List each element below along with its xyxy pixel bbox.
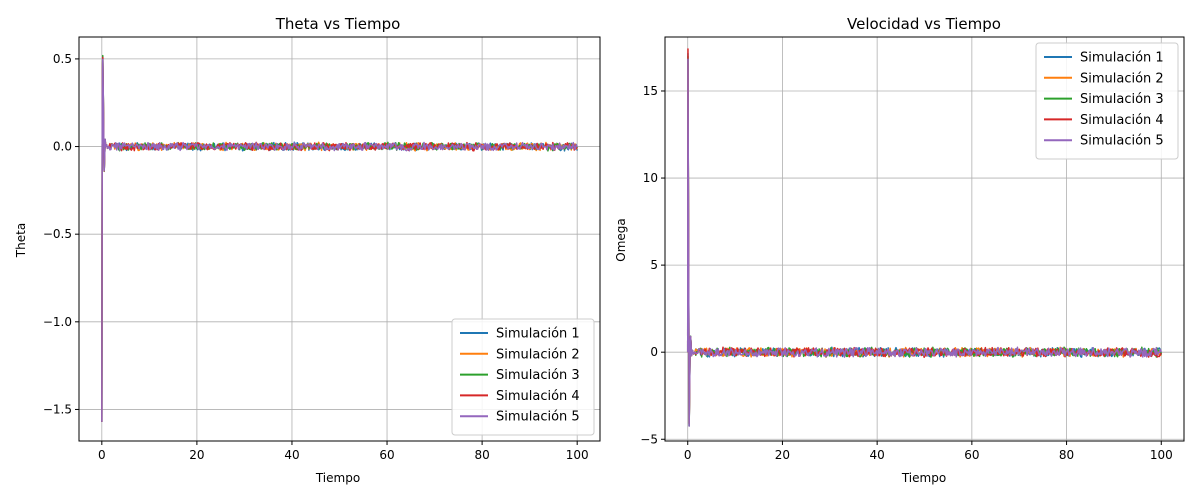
x-tick-label: 60 <box>379 448 394 462</box>
axes-frame <box>78 36 601 442</box>
legend-entry: Simulación 2 <box>496 347 580 362</box>
legend-box <box>1035 42 1179 160</box>
legend-entry: Simulación 4 <box>1080 113 1164 128</box>
y-tick-label: 5 <box>650 258 658 272</box>
x-tick-label: 40 <box>870 448 885 462</box>
chart-velocidad: Velocidad vs Tiempo Tiempo Omega 0 20 40 60… <box>614 15 1185 485</box>
chart-title: Theta vs Tiempo <box>275 15 401 33</box>
x-tick-label: 20 <box>189 448 204 462</box>
x-tick-label: 100 <box>1150 448 1173 462</box>
y-tick-label: −0.5 <box>43 227 72 241</box>
x-tick-label: 80 <box>1059 448 1074 462</box>
x-axis-label: Tiempo <box>315 471 360 485</box>
y-tick-label: 10 <box>643 171 658 185</box>
y-tick-label: 0 <box>650 345 658 359</box>
y-tick-label: 0.0 <box>53 140 72 154</box>
y-axis-label: Omega <box>614 218 628 262</box>
legend-entry: Simulación 1 <box>1080 51 1164 66</box>
legend-entry: Simulación 1 <box>496 327 580 342</box>
x-axis-label: Tiempo <box>901 471 946 485</box>
legend-entry: Simulación 2 <box>1080 71 1164 86</box>
y-tick-label: −1.0 <box>43 315 72 329</box>
series-line <box>101 58 578 422</box>
chart-theta: Theta vs Tiempo Tiempo Theta 0 20 40 60 80 10… <box>14 15 601 485</box>
x-tick-label: 0 <box>98 448 106 462</box>
series-line <box>686 58 1162 427</box>
y-tick-label: −5 <box>640 432 658 446</box>
legend-box <box>451 318 595 436</box>
x-tick-label: 0 <box>684 448 692 462</box>
x-tick-label: 20 <box>775 448 790 462</box>
legend: Simulación 1 Simulación 2 Simulación 3 Simu… <box>1035 42 1179 160</box>
y-axis-label: Theta <box>14 223 28 258</box>
x-tick-label: 40 <box>284 448 299 462</box>
y-tick-label: −1.5 <box>43 402 72 416</box>
x-tick-label: 100 <box>566 448 589 462</box>
y-tick-label: 15 <box>643 84 658 98</box>
legend-entry: Simulación 4 <box>496 389 580 404</box>
legend-entry: Simulación 3 <box>496 368 580 383</box>
legend-entry: Simulación 5 <box>1080 134 1164 149</box>
legend: Simulación 1 Simulación 2 Simulación 3 Simu… <box>451 318 595 436</box>
legend-entry: Simulación 5 <box>496 410 580 425</box>
x-tick-label: 80 <box>474 448 489 462</box>
x-tick-label: 60 <box>964 448 979 462</box>
y-tick-label: 0.5 <box>53 52 72 66</box>
legend-entry: Simulación 3 <box>1080 92 1164 107</box>
axes-frame <box>664 36 1185 442</box>
chart-title: Velocidad vs Tiempo <box>847 15 1001 33</box>
